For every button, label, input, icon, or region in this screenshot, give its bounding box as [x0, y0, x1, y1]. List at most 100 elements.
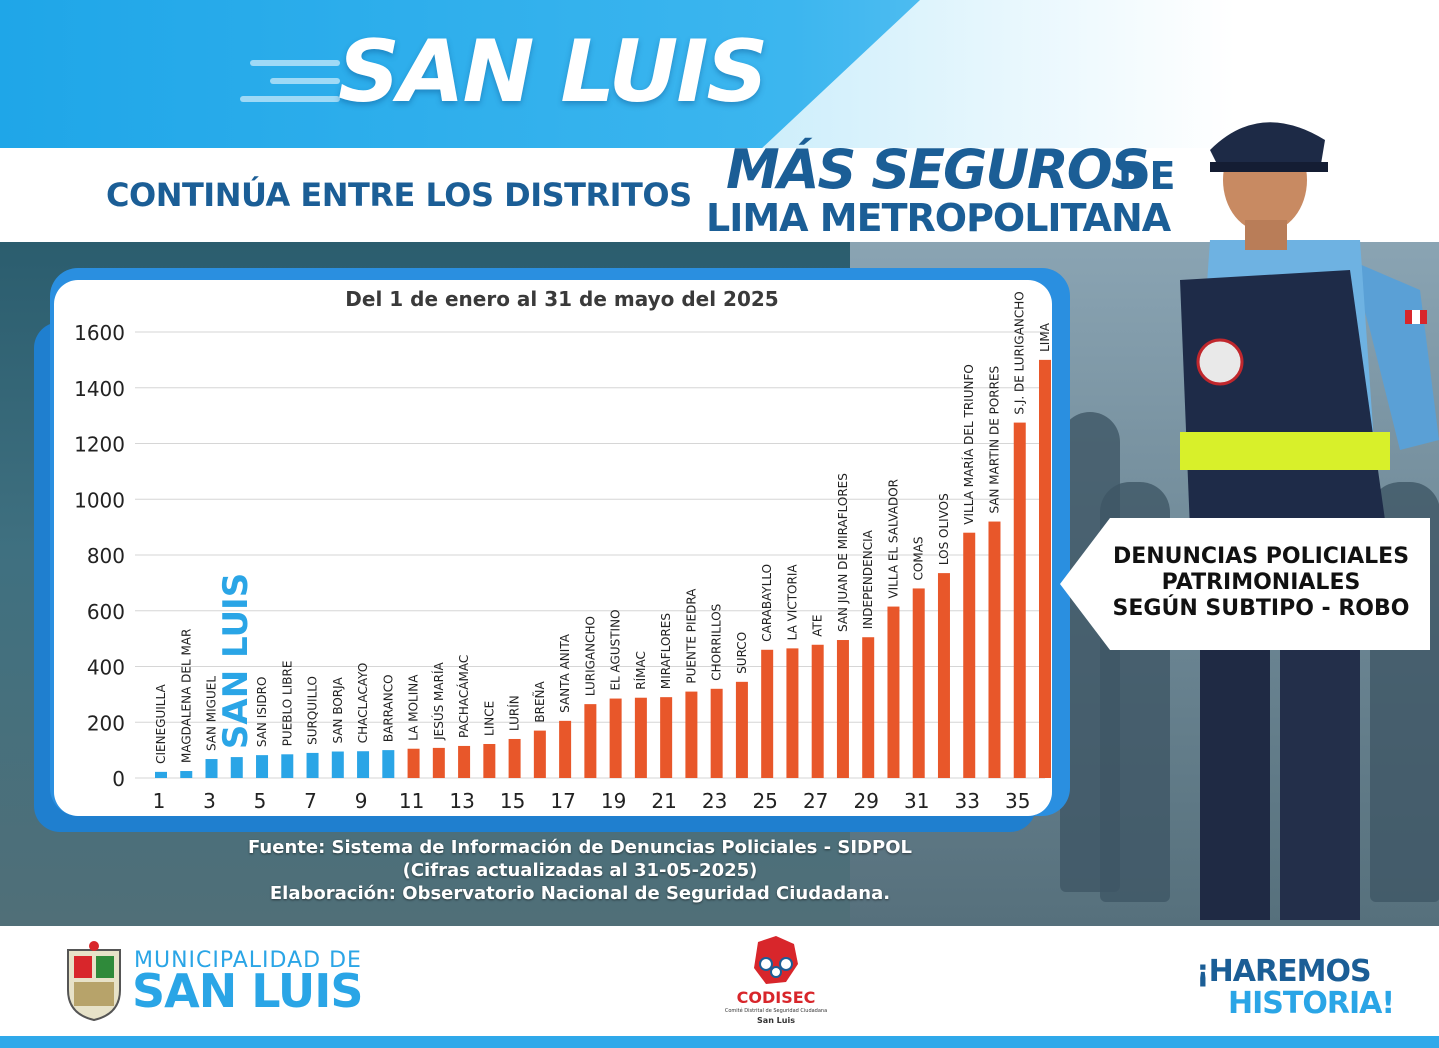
callout-text: DENUNCIAS POLICIALES PATRIMONIALES SEGÚN… — [1096, 544, 1426, 622]
bar — [761, 649, 774, 778]
bar — [256, 755, 269, 778]
y-tick-label: 200 — [87, 711, 125, 735]
bar-layer — [155, 359, 1051, 778]
category-label: VILLA EL SALVADOR — [886, 479, 900, 599]
bar — [710, 688, 723, 778]
bar — [609, 698, 622, 778]
category-label: BREÑA — [532, 680, 547, 722]
category-label: INDEPENDENCIA — [861, 529, 875, 629]
bar — [432, 747, 445, 778]
crest-quarter — [74, 956, 92, 978]
category-label: SURQUILLO — [306, 676, 320, 745]
category-label: PUEBLO LIBRE — [280, 661, 294, 747]
bar — [735, 681, 748, 778]
speed-line — [240, 96, 340, 102]
codisec-place: San Luis — [757, 1016, 795, 1025]
category-label: MAGDALENA DEL MAR — [179, 629, 193, 763]
source-line: Fuente: Sistema de Información de Denunc… — [248, 837, 912, 858]
bar — [660, 697, 673, 778]
officer-illustration — [1180, 122, 1439, 920]
x-tick-label: 19 — [601, 789, 626, 813]
bar — [180, 771, 193, 778]
slogan-line1: ¡HAREMOS — [1196, 954, 1372, 989]
slogan-line2: HISTORIA! — [1228, 986, 1395, 1021]
y-tick-label: 1600 — [74, 321, 125, 345]
x-tick-label: 3 — [203, 789, 216, 813]
brand-title: SAN LUIS — [338, 22, 768, 122]
x-tick-label: 31 — [904, 789, 929, 813]
x-tick-label: 29 — [853, 789, 878, 813]
bar — [458, 745, 471, 778]
category-label: LINCE — [482, 701, 496, 736]
crest-quarter — [74, 982, 114, 1006]
speed-line — [250, 60, 340, 66]
crest-quarter — [96, 956, 114, 978]
subtitle-lima: LIMA METROPOLITANA — [706, 196, 1171, 240]
municipal-crest-icon — [67, 941, 121, 1022]
footer — [0, 926, 1439, 1048]
category-label: SAN JUAN DE MIRAFLORES — [836, 473, 850, 632]
bar — [836, 640, 849, 778]
category-label: MIRAFLORES — [659, 613, 673, 689]
bar — [483, 743, 496, 778]
chart-card — [54, 280, 1052, 816]
x-tick-label: 25 — [752, 789, 777, 813]
bar — [1039, 359, 1051, 778]
category-label: EL AGUSTINO — [609, 609, 623, 690]
category-label: VILLA MARÍA DEL TRIUNFO — [961, 364, 976, 525]
bar — [685, 691, 698, 778]
category-label: BARRANCO — [381, 674, 395, 742]
subtitle-de: DE — [1118, 154, 1176, 198]
x-tick-label: 11 — [399, 789, 424, 813]
category-label: RÍMAC — [633, 651, 648, 690]
source-notes: Fuente: Sistema de Información de Denunc… — [160, 836, 1000, 905]
x-tick-label: 17 — [550, 789, 575, 813]
bar — [306, 752, 319, 778]
x-tick-label: 27 — [803, 789, 828, 813]
bar — [331, 751, 344, 778]
subtitle-band — [0, 148, 1439, 244]
callout-arrow — [1060, 518, 1430, 650]
speed-line — [270, 78, 340, 84]
category-label: SAN ISIDRO — [255, 677, 269, 748]
category-label: LURÍN — [507, 695, 522, 731]
codisec-name: CODISEC — [736, 988, 816, 1007]
bar — [887, 606, 900, 778]
codisec-logo-icon — [754, 936, 798, 984]
category-label: SURCO — [735, 632, 749, 674]
x-tick-label: 35 — [1005, 789, 1030, 813]
category-label: PUENTE PIEDRA — [684, 588, 698, 684]
bar — [862, 637, 875, 778]
category-label: SAN MIGUEL — [205, 676, 219, 751]
category-label: CIENEGUILLA — [154, 684, 168, 764]
cap-brim — [1210, 162, 1328, 172]
subtitle-left: CONTINÚA ENTRE LOS DISTRITOS — [106, 176, 692, 214]
callout-line: SEGÚN SUBTIPO - ROBO — [1112, 596, 1410, 621]
person-figure-icon — [759, 957, 773, 971]
category-label: SANTA ANITA — [558, 633, 572, 713]
person-figure-icon — [779, 957, 793, 971]
bar — [584, 704, 597, 778]
y-tick-label: 1000 — [74, 488, 125, 512]
x-tick-label: 7 — [304, 789, 317, 813]
municipality-label: MUNICIPALIDAD DE — [134, 948, 362, 973]
y-tick-label: 800 — [87, 544, 125, 568]
bar — [230, 757, 243, 778]
officer-neck — [1245, 220, 1287, 250]
x-tick-label: 1 — [153, 789, 166, 813]
reflective-stripe — [1180, 432, 1390, 470]
category-label: SAN BORJA — [331, 677, 345, 744]
person-figure-icon — [770, 966, 782, 978]
category-label: PACHACÁMAC — [456, 655, 471, 738]
category-label: COMAS — [912, 536, 926, 580]
bar — [786, 648, 799, 778]
y-tick-label: 1200 — [74, 433, 125, 457]
bar — [1013, 422, 1026, 778]
crest-crown — [89, 941, 99, 951]
flag-patch-icon — [1412, 310, 1420, 324]
bar — [205, 759, 218, 778]
municipality-name: SAN LUIS — [132, 964, 364, 1018]
callout-line: DENUNCIAS POLICIALES — [1112, 544, 1410, 569]
